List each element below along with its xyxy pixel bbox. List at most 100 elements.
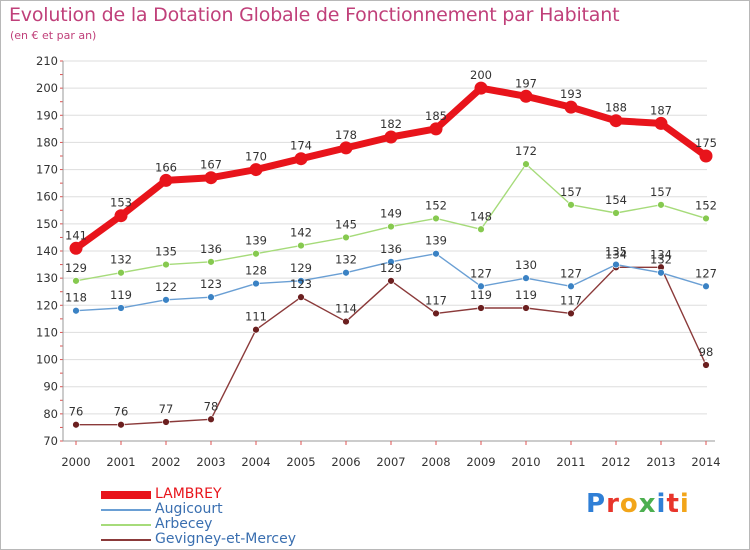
data-label: 148 [470, 209, 492, 223]
data-point [342, 317, 350, 326]
legend-swatch [101, 491, 151, 499]
data-label: 127 [560, 266, 582, 280]
data-label: 119 [110, 288, 132, 302]
data-point [114, 209, 128, 223]
chart-title: Evolution de la Dotation Globale de Fonc… [9, 4, 620, 26]
data-point [432, 250, 440, 258]
data-label: 139 [245, 234, 267, 248]
legend-swatch [101, 524, 151, 526]
data-label: 136 [200, 242, 222, 256]
data-point [72, 421, 80, 429]
data-label: 152 [695, 198, 717, 212]
data-point [657, 269, 665, 277]
data-point [429, 122, 443, 136]
data-point [207, 415, 215, 423]
data-point [612, 260, 620, 269]
legend-swatch [101, 509, 151, 511]
legend-label: Arbecey [155, 516, 213, 532]
x-tick-label: 2000 [61, 455, 90, 469]
data-point [432, 309, 440, 318]
data-point [702, 361, 710, 369]
y-tick-label: 120 [36, 298, 58, 312]
data-point [477, 282, 485, 290]
x-tick-label: 2014 [691, 455, 720, 469]
data-point [384, 130, 398, 144]
data-point [567, 309, 575, 318]
legend-label: LAMBREY [155, 486, 222, 502]
data-label: 149 [380, 207, 402, 221]
data-label: 119 [515, 288, 537, 302]
data-label-layer: 141 153 166 167 170 174 178 182 185 200 197 193 188 1… [65, 68, 717, 419]
data-point [207, 258, 215, 266]
data-label: 188 [605, 101, 627, 115]
data-point [657, 201, 665, 209]
legend: LAMBREY Augicourt Arbecey Gevigney-et-Merce… [101, 486, 361, 547]
data-point [567, 282, 575, 290]
data-label: 132 [110, 253, 132, 267]
data-point [294, 152, 308, 166]
data-label: 117 [425, 293, 447, 307]
data-label: 142 [290, 226, 312, 240]
data-label: 98 [699, 345, 714, 359]
legend-label: Gevigney-et-Mercey [155, 531, 296, 547]
data-label: 128 [245, 264, 267, 278]
data-label: 153 [110, 196, 132, 210]
data-label: 187 [650, 103, 672, 117]
data-point [432, 214, 440, 223]
data-point [117, 304, 125, 312]
legend-item: Arbecey [101, 516, 361, 532]
data-label: 170 [245, 150, 267, 164]
data-label: 127 [470, 266, 492, 280]
data-label: 174 [290, 139, 312, 153]
y-tick-label: 90 [43, 380, 58, 394]
data-label: 136 [380, 242, 402, 256]
data-label: 157 [560, 185, 582, 199]
data-label: 76 [69, 405, 84, 419]
data-label: 145 [335, 217, 357, 231]
data-point [477, 225, 485, 233]
data-point [702, 214, 710, 223]
y-tick-label: 70 [43, 434, 58, 448]
logo-letter: i [656, 489, 667, 519]
data-point [249, 163, 263, 177]
data-label: 132 [335, 253, 357, 267]
data-point [609, 114, 623, 128]
data-point [117, 269, 125, 277]
data-label: 154 [605, 193, 627, 207]
x-tick-label: 2004 [241, 455, 270, 469]
data-point [702, 282, 710, 290]
data-point [204, 171, 218, 185]
data-point [387, 277, 395, 285]
x-tick-label: 2010 [511, 455, 540, 469]
data-label: 152 [425, 198, 447, 212]
y-tick-label: 190 [36, 108, 58, 122]
x-tick-label: 2012 [601, 455, 630, 469]
data-label: 175 [695, 136, 717, 150]
data-point [474, 81, 488, 95]
chart-subtitle: (en € et par an) [10, 29, 97, 42]
y-tick-label: 170 [36, 163, 58, 177]
data-label: 77 [159, 402, 174, 416]
data-label: 123 [290, 277, 312, 291]
data-point [252, 279, 260, 288]
data-label: 182 [380, 117, 402, 131]
x-tick-label: 2009 [466, 455, 495, 469]
data-point [162, 260, 170, 269]
logo-text: Proxiti [586, 489, 690, 519]
data-label: 185 [425, 109, 447, 123]
data-point [477, 304, 485, 312]
x-tick-label: 2001 [106, 455, 135, 469]
data-point [207, 293, 215, 301]
x-tick-label: 2002 [151, 455, 180, 469]
x-tick-label: 2008 [421, 455, 450, 469]
data-label: 172 [515, 144, 537, 158]
data-label: 76 [114, 405, 129, 419]
data-point [252, 326, 260, 334]
data-label: 157 [650, 185, 672, 199]
y-tick-label: 210 [36, 54, 58, 68]
x-tick-label: 2003 [196, 455, 225, 469]
y-tick-label: 180 [36, 135, 58, 149]
data-point [117, 421, 125, 429]
data-point [252, 250, 260, 258]
